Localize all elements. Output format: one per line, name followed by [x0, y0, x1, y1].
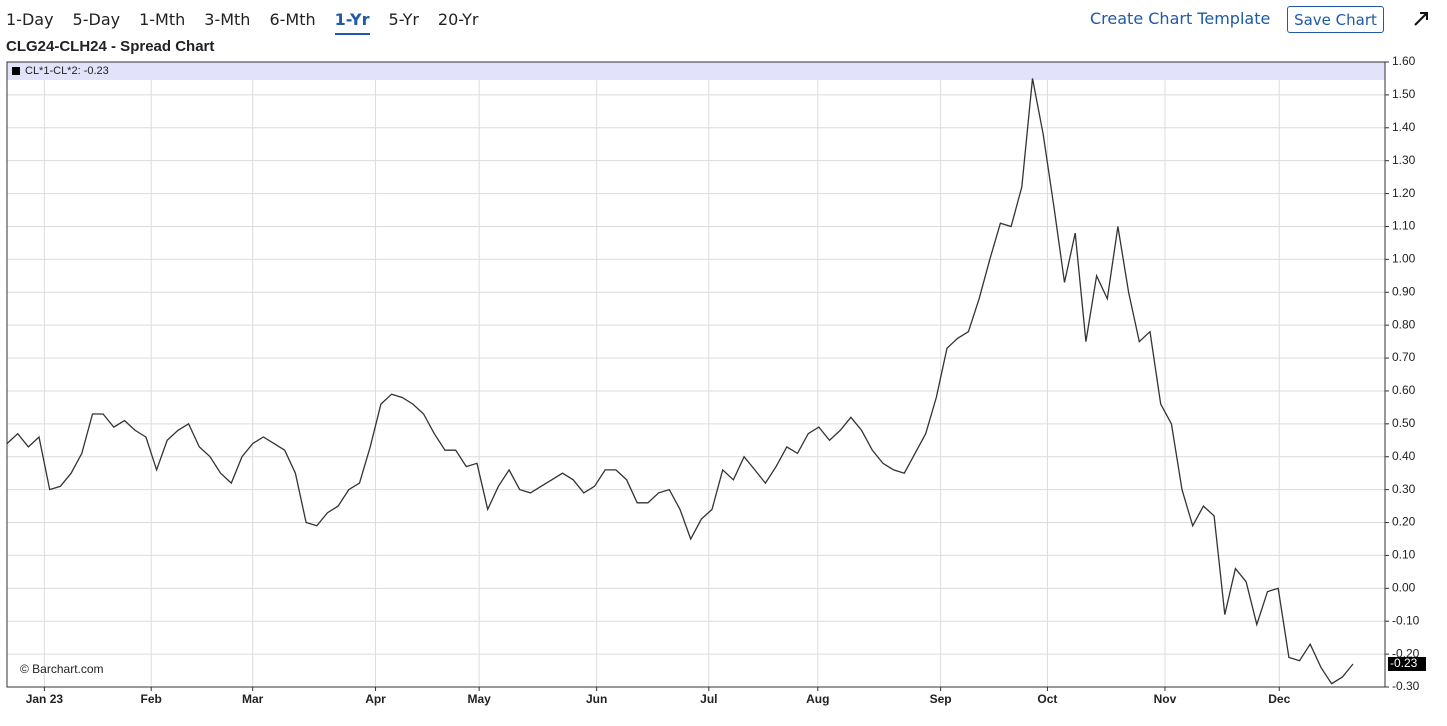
- expand-icon[interactable]: [1412, 10, 1430, 28]
- period-bar: 1-Day 5-Day 1-Mth 3-Mth 6-Mth 1-Yr 5-Yr 20-Yr: [6, 10, 479, 35]
- create-template-link[interactable]: Create Chart Template: [1090, 9, 1271, 28]
- y-tick-label: -0.20: [1392, 646, 1420, 660]
- x-tick-label: Mar: [242, 692, 264, 706]
- period-button[interactable]: 20-Yr: [437, 10, 479, 29]
- y-tick-label: 1.20: [1392, 186, 1416, 200]
- y-tick-label: 1.00: [1392, 252, 1416, 266]
- price-line: [6, 78, 1354, 685]
- y-tick-label: -0.30: [1392, 679, 1420, 693]
- x-tick-label: May: [467, 692, 491, 706]
- last-value-box: [1388, 656, 1426, 671]
- legend-swatch: [12, 67, 20, 75]
- y-tick-label: 1.30: [1392, 153, 1416, 167]
- plot-area: [7, 62, 1385, 687]
- y-tick-label: 0.00: [1392, 580, 1416, 594]
- y-tick-label: 0.70: [1392, 350, 1416, 364]
- x-tick-label: Apr: [365, 692, 386, 706]
- x-tick-label: Nov: [1154, 692, 1177, 706]
- y-tick-label: -0.10: [1392, 613, 1420, 627]
- legend-band: [7, 62, 1385, 80]
- period-button[interactable]: 5-Day: [72, 10, 121, 29]
- period-button[interactable]: 6-Mth: [269, 10, 316, 29]
- y-tick-label: 1.10: [1392, 219, 1416, 233]
- y-tick-label: 1.60: [1392, 54, 1416, 68]
- plot-border: [6, 61, 1386, 688]
- y-tick-label: 0.50: [1392, 416, 1416, 430]
- x-tick-label: Jan 23: [26, 692, 64, 706]
- period-button[interactable]: 1-Mth: [139, 10, 186, 29]
- y-tick-label: 0.10: [1392, 548, 1416, 562]
- y-tick-label: 1.50: [1392, 87, 1416, 101]
- x-tick-label: Aug: [806, 692, 829, 706]
- period-button[interactable]: 1-Yr: [334, 10, 370, 35]
- y-tick-label: 0.80: [1392, 317, 1416, 331]
- x-tick-label: Feb: [141, 692, 162, 706]
- y-tick-label: 0.60: [1392, 383, 1416, 397]
- period-button[interactable]: 5-Yr: [388, 10, 419, 29]
- x-tick-label: Sep: [930, 692, 952, 706]
- chart-title: CLG24-CLH24 - Spread Chart: [6, 38, 214, 55]
- y-tick-label: 0.40: [1392, 449, 1416, 463]
- x-tick-label: Dec: [1268, 692, 1290, 706]
- x-tick-label: Jun: [586, 692, 607, 706]
- credit: © Barchart.com: [20, 662, 104, 676]
- y-tick-label: 1.40: [1392, 120, 1416, 134]
- period-button[interactable]: 3-Mth: [204, 10, 251, 29]
- y-tick-label: 0.30: [1392, 482, 1416, 496]
- legend-label: CL*1-CL*2: -0.23: [25, 65, 109, 77]
- y-tick-label: 0.20: [1392, 515, 1416, 529]
- x-tick-label: Oct: [1037, 692, 1057, 706]
- last-value-label: -0.23: [1390, 656, 1418, 670]
- x-tick-label: Jul: [700, 692, 717, 706]
- y-tick-label: 0.90: [1392, 284, 1416, 298]
- period-button[interactable]: 1-Day: [6, 10, 54, 29]
- save-chart-button[interactable]: Save Chart: [1287, 6, 1384, 33]
